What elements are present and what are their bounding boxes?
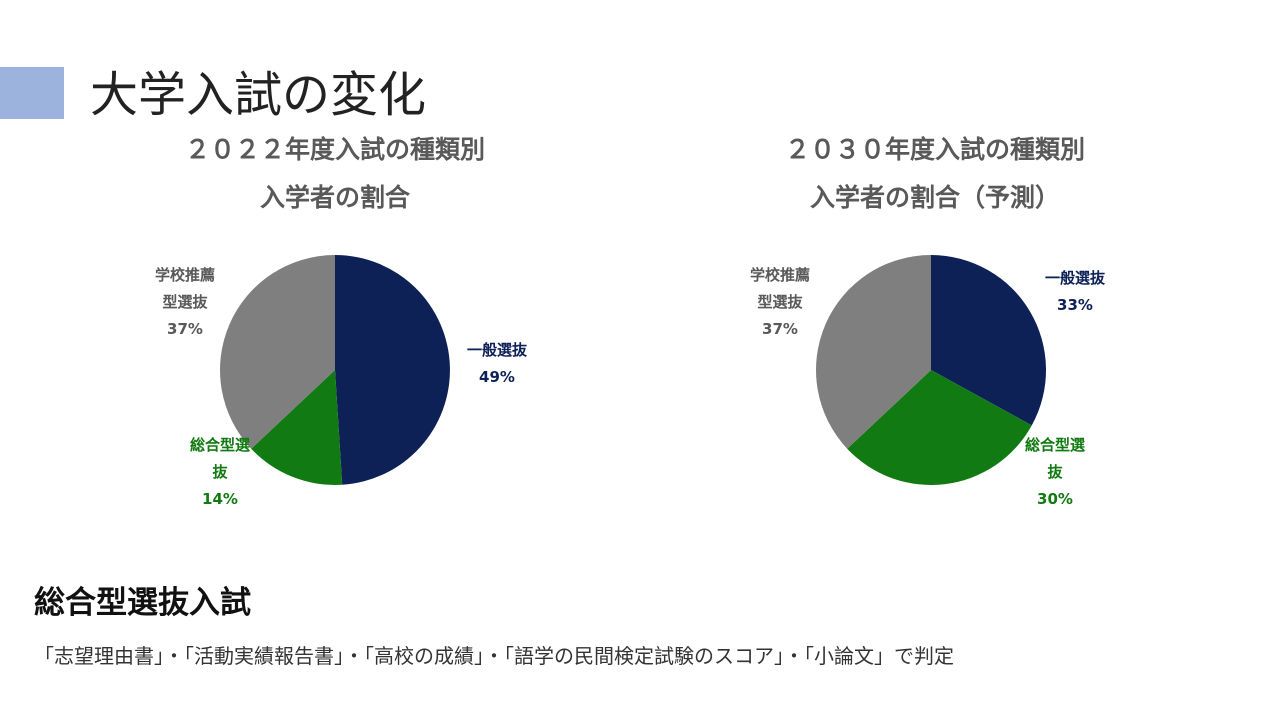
pie-0-slice-recommendation — [220, 255, 335, 449]
chart-2030-title: ２０３０年度入試の種類別 入学者の割合（予測） — [735, 126, 1135, 222]
chart-2030-title-line-2: 入学者の割合（予測） — [809, 183, 1060, 212]
pie-0-label-comprehensive: 総合型選抜 14% — [190, 436, 250, 508]
pie-0-slice-comprehensive — [251, 370, 343, 485]
pie-1-label-comprehensive: 総合型選抜 30% — [1025, 436, 1085, 508]
slide-title: 大学入試の変化 — [90, 67, 427, 123]
pie-1-label-general: 一般選抜 33% — [1045, 269, 1106, 314]
section-heading: 総合型選抜入試 — [34, 585, 251, 621]
chart-2030-title-line-1: ２０３０年度入試の種類別 — [784, 135, 1085, 164]
pie-0-label-recommendation: 学校推薦型選抜 37% — [155, 266, 215, 338]
chart-2022-title: ２０２２年度入試の種類別 入学者の割合 — [140, 126, 530, 222]
pie-1-slice-recommendation — [816, 255, 931, 449]
pie-1-slice-general — [931, 255, 1047, 426]
title-accent-bar — [0, 67, 64, 119]
criteria-text: 「志望理由書」・「活動実績報告書」・「高校の成績」・「語学の民間検定試験のスコア… — [34, 644, 954, 668]
pie-0-label-general: 一般選抜 49% — [467, 341, 528, 386]
chart-2022-title-line-1: ２０２２年度入試の種類別 — [184, 135, 485, 164]
pie-1-label-recommendation: 学校推薦型選抜 37% — [750, 266, 810, 338]
chart-2022-title-line-2: 入学者の割合 — [259, 183, 410, 212]
pie-0-slice-general — [335, 255, 450, 485]
pie-1-slice-comprehensive — [847, 370, 1032, 485]
